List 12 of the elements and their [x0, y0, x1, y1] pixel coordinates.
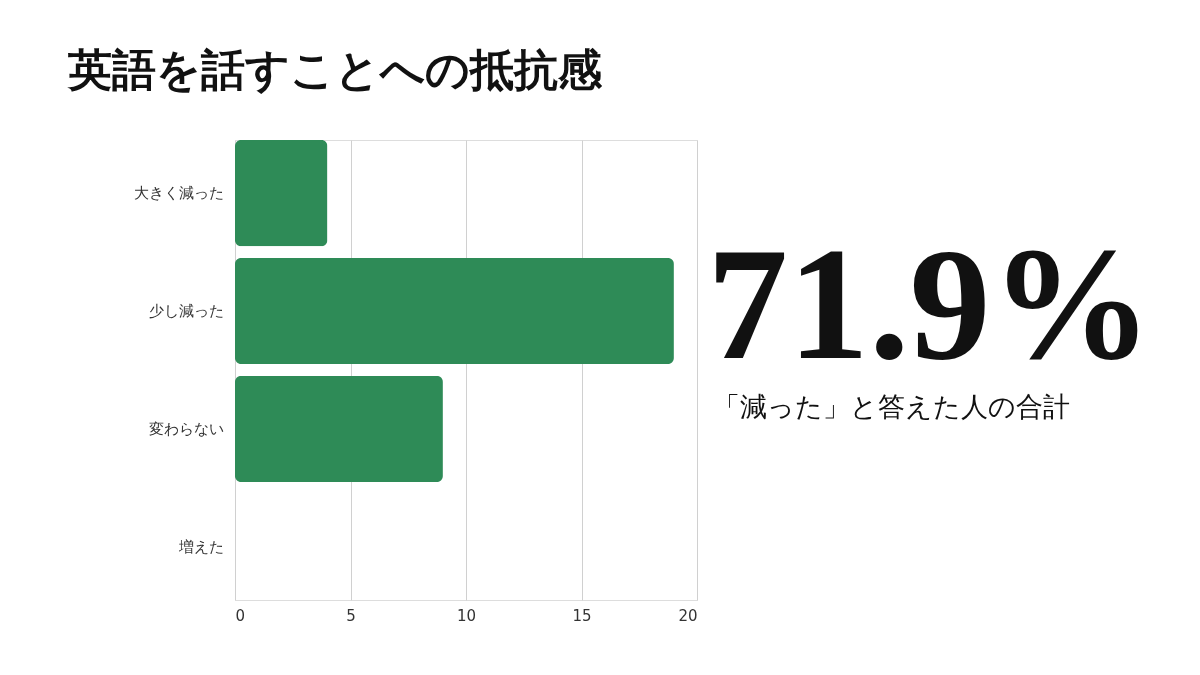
x-tick-label: 20 [678, 606, 698, 625]
x-tick-label: 5 [346, 606, 356, 625]
chart-title: 英語を話すことへの抵抗感 [67, 44, 603, 95]
y-tick-label: 大きく減った [133, 184, 224, 203]
text: 71.9% [707, 214, 1153, 393]
y-tick-label: 増えた [177, 537, 224, 556]
y-tick-label: 変わらない [148, 419, 224, 438]
x-tick-label: 10 [456, 606, 477, 625]
x-tick-label: 15 [572, 606, 592, 625]
y-tick-label: 少し減った [148, 302, 224, 321]
text: 「減った」と答えた人の合計 [713, 391, 1070, 422]
x-tick-label: 0 [235, 606, 246, 625]
